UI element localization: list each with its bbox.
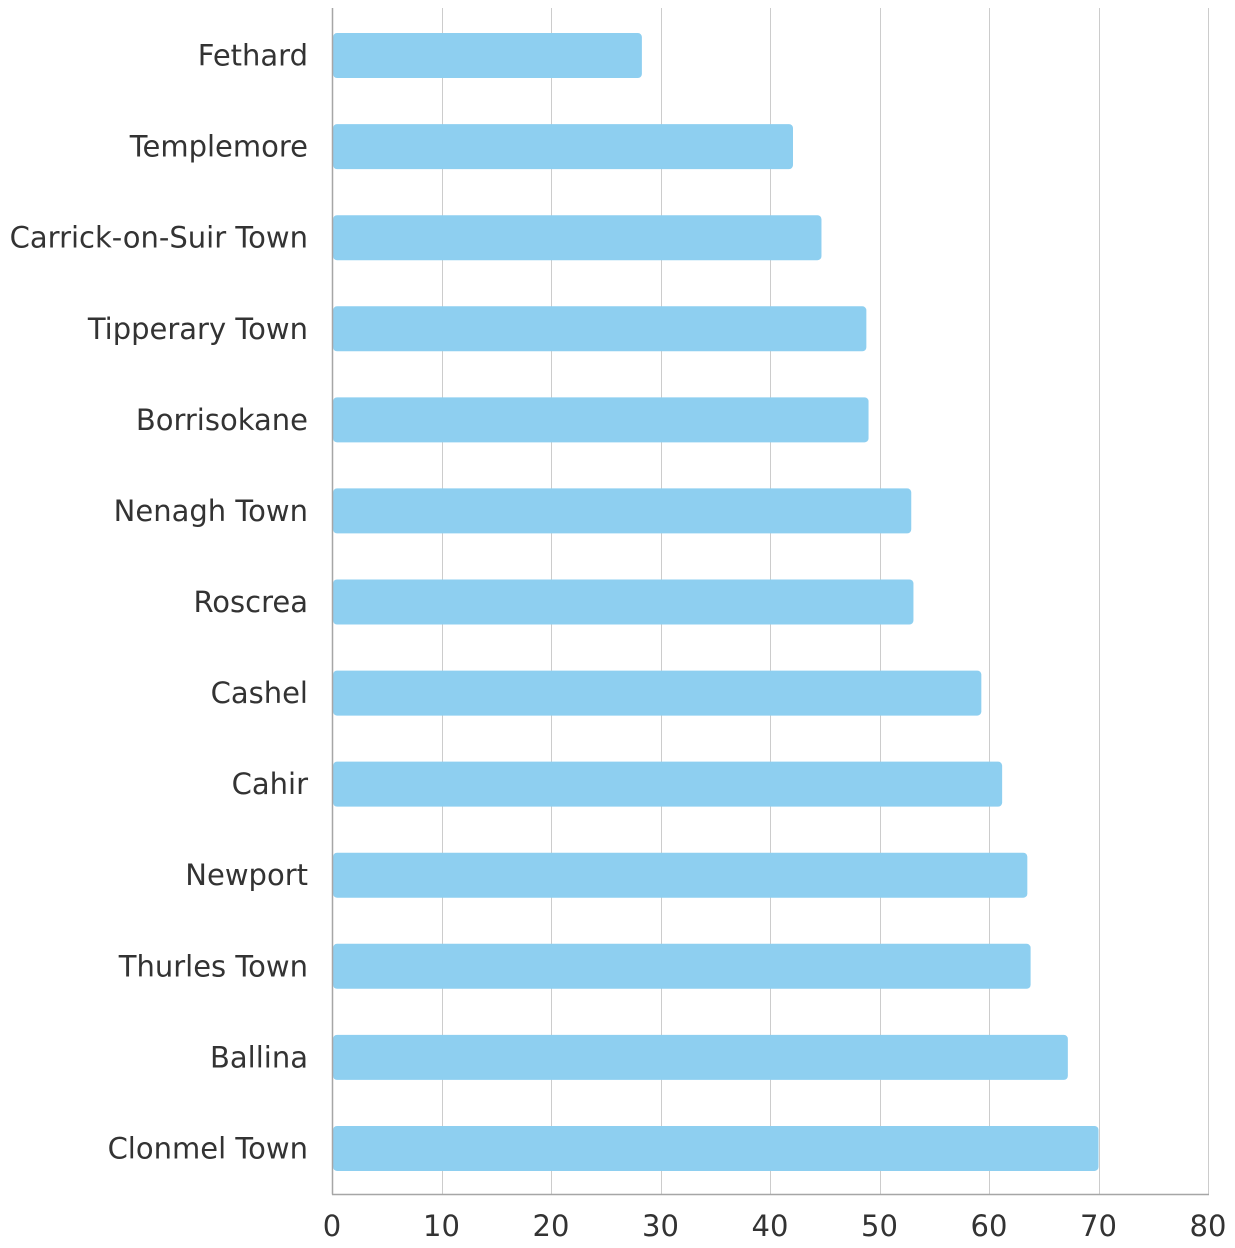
bar [333, 488, 912, 534]
category-label: Carrick-on-Suir Town [10, 221, 308, 255]
x-tick-label: 60 [971, 1209, 1008, 1243]
category-label: Clonmel Town [108, 1131, 308, 1165]
bar [333, 33, 642, 79]
bar [333, 1034, 1068, 1080]
bar [333, 397, 869, 443]
x-tick-label: 50 [861, 1209, 898, 1243]
bar [333, 670, 982, 716]
bar [333, 306, 867, 352]
category-labels: Fethard Templemore Carrick-on-Suir Town Tip… [10, 39, 308, 1166]
x-tick-label: 70 [1080, 1209, 1117, 1243]
category-label: Cashel [211, 676, 308, 710]
x-tick-label: 10 [423, 1209, 460, 1243]
category-label: Templemore [129, 130, 308, 164]
axes [331, 8, 1209, 1196]
x-tick-labels: 0 10 20 30 40 50 60 70 80 [323, 1209, 1227, 1243]
bar [333, 579, 914, 625]
category-label: Borrisokane [136, 403, 308, 437]
category-label: Tipperary Town [87, 312, 308, 346]
category-label: Fethard [198, 39, 308, 73]
bar [333, 943, 1031, 989]
category-label: Thurles Town [118, 949, 308, 983]
category-label: Nenagh Town [114, 494, 308, 528]
category-label: Roscrea [193, 585, 308, 619]
bar [333, 124, 793, 170]
category-label: Newport [185, 858, 308, 892]
bar [333, 852, 1028, 898]
x-tick-label: 20 [533, 1209, 570, 1243]
x-tick-label: 40 [752, 1209, 789, 1243]
bars [333, 33, 1099, 1171]
category-label: Ballina [210, 1040, 308, 1074]
x-tick-label: 30 [642, 1209, 679, 1243]
bar [333, 761, 1003, 807]
x-tick-label: 80 [1190, 1209, 1227, 1243]
bar [333, 1125, 1099, 1171]
x-tick-label: 0 [323, 1209, 341, 1243]
category-label: Cahir [232, 767, 308, 801]
bar [333, 215, 822, 261]
